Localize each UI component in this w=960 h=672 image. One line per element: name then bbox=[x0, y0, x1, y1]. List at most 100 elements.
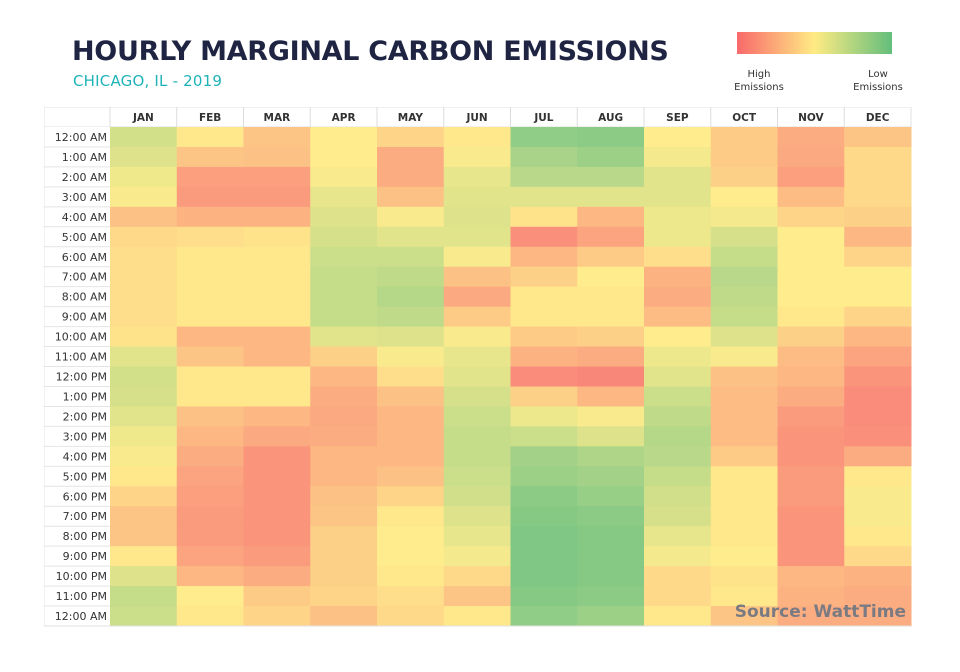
row-label: 6:00 AM bbox=[62, 251, 107, 264]
heatmap-cell-feb-19 bbox=[176, 506, 244, 527]
heatmap-cell-mar-9 bbox=[243, 306, 311, 328]
heatmap-svg: JAN FEB MAR APR MAY JUN JUL AUG SEP OCT NOV DEC 12:0… bbox=[43, 106, 912, 627]
heatmap-cell-nov-7 bbox=[777, 266, 845, 288]
heatmap-cell-may-18 bbox=[377, 486, 445, 507]
row-label: 10:00 PM bbox=[56, 570, 107, 583]
heatmap-cell-mar-7 bbox=[243, 266, 311, 288]
heatmap-cell-jan-11 bbox=[110, 346, 178, 368]
heatmap-cell-dec-21 bbox=[844, 546, 912, 567]
heatmap-cell-sep-24 bbox=[644, 606, 712, 627]
heatmap-cell-dec-1 bbox=[844, 146, 912, 168]
heatmap-cell-dec-12 bbox=[844, 366, 912, 387]
heatmap-cell-jun-7 bbox=[443, 266, 511, 288]
row-label: 12:00 PM bbox=[56, 371, 107, 384]
heatmap-cell-feb-12 bbox=[176, 366, 244, 387]
row-label: 2:00 PM bbox=[63, 410, 107, 423]
heatmap-cell-nov-21 bbox=[777, 546, 845, 567]
heatmap-cell-mar-10 bbox=[243, 326, 311, 348]
heatmap-cell-sep-11 bbox=[644, 346, 712, 368]
heatmap-cell-jan-23 bbox=[110, 586, 178, 607]
heatmap-cell-jul-5 bbox=[510, 226, 578, 248]
heatmap-cell-jul-1 bbox=[510, 146, 578, 168]
heatmap-cell-jul-17 bbox=[510, 466, 578, 487]
heatmap-cell-jul-22 bbox=[510, 566, 578, 587]
heatmap-cell-jun-20 bbox=[443, 526, 511, 547]
row-label: 8:00 PM bbox=[63, 530, 107, 543]
heatmap-cell-jan-6 bbox=[110, 246, 178, 268]
heatmap-cell-may-20 bbox=[377, 526, 445, 547]
heatmap-cell-may-10 bbox=[377, 326, 445, 348]
heatmap-cell-oct-6 bbox=[710, 246, 778, 268]
heatmap: JAN FEB MAR APR MAY JUN JUL AUG SEP OCT NOV DEC 12:0… bbox=[43, 106, 914, 634]
heatmap-cell-aug-18 bbox=[577, 486, 645, 507]
heatmap-cell-oct-10 bbox=[710, 326, 778, 348]
heatmap-cell-oct-23 bbox=[710, 586, 778, 607]
column-label-jun: JUN bbox=[466, 112, 488, 124]
heatmap-cell-apr-10 bbox=[310, 326, 378, 348]
heatmap-cell-oct-8 bbox=[710, 286, 778, 308]
heatmap-cell-sep-8 bbox=[644, 286, 712, 308]
row-label: 5:00 AM bbox=[62, 231, 107, 244]
heatmap-cell-may-13 bbox=[377, 386, 445, 407]
heatmap-cell-apr-5 bbox=[310, 226, 378, 248]
heatmap-cell-mar-4 bbox=[243, 206, 311, 228]
heatmap-cell-nov-2 bbox=[777, 166, 845, 188]
heatmap-cell-jul-24 bbox=[510, 606, 578, 627]
heatmap-cell-jun-16 bbox=[443, 446, 511, 467]
heatmap-cell-mar-21 bbox=[243, 546, 311, 567]
heatmap-cell-jun-21 bbox=[443, 546, 511, 567]
heatmap-cell-nov-9 bbox=[777, 306, 845, 328]
row-label: 1:00 PM bbox=[63, 390, 107, 403]
heatmap-cell-feb-14 bbox=[176, 406, 244, 427]
heatmap-cell-aug-17 bbox=[577, 466, 645, 487]
heatmap-cell-aug-7 bbox=[577, 266, 645, 288]
heatmap-cell-jan-8 bbox=[110, 286, 178, 308]
heatmap-cell-feb-15 bbox=[176, 426, 244, 447]
heatmap-cell-jul-3 bbox=[510, 186, 578, 208]
heatmap-cell-sep-18 bbox=[644, 486, 712, 507]
heatmap-cell-may-12 bbox=[377, 366, 445, 387]
row-label: 4:00 AM bbox=[62, 211, 107, 224]
heatmap-cell-jun-9 bbox=[443, 306, 511, 328]
heatmap-cell-may-3 bbox=[377, 186, 445, 208]
row-label: 2:00 AM bbox=[62, 171, 107, 184]
heatmap-cell-dec-18 bbox=[844, 486, 912, 507]
column-label-nov: NOV bbox=[798, 112, 824, 124]
heatmap-cell-mar-8 bbox=[243, 286, 311, 308]
heatmap-cell-oct-18 bbox=[710, 486, 778, 507]
heatmap-cell-may-21 bbox=[377, 546, 445, 567]
heatmap-cell-jan-17 bbox=[110, 466, 178, 487]
heatmap-cell-nov-19 bbox=[777, 506, 845, 527]
heatmap-cell-dec-13 bbox=[844, 386, 912, 407]
heatmap-cell-feb-23 bbox=[176, 586, 244, 607]
heatmap-cell-dec-8 bbox=[844, 286, 912, 308]
heatmap-cell-jul-0 bbox=[510, 127, 578, 148]
heatmap-cell-nov-16 bbox=[777, 446, 845, 467]
heatmap-cell-may-15 bbox=[377, 426, 445, 447]
heatmap-cell-may-23 bbox=[377, 586, 445, 607]
heatmap-cell-aug-21 bbox=[577, 546, 645, 567]
heatmap-cell-jan-4 bbox=[110, 206, 178, 228]
heatmap-cell-aug-6 bbox=[577, 246, 645, 268]
heatmap-cell-dec-14 bbox=[844, 406, 912, 427]
heatmap-cell-may-7 bbox=[377, 266, 445, 288]
row-label: 8:00 AM bbox=[62, 291, 107, 304]
heatmap-cell-jul-8 bbox=[510, 286, 578, 308]
heatmap-cell-jan-22 bbox=[110, 566, 178, 587]
heatmap-cell-nov-24 bbox=[777, 606, 845, 627]
heatmap-cell-jun-6 bbox=[443, 246, 511, 268]
heatmap-cell-feb-24 bbox=[176, 606, 244, 627]
heatmap-cell-sep-15 bbox=[644, 426, 712, 447]
heatmap-cell-apr-17 bbox=[310, 466, 378, 487]
heatmap-cell-sep-3 bbox=[644, 186, 712, 208]
column-label-oct: OCT bbox=[732, 112, 757, 124]
heatmap-cell-jun-15 bbox=[443, 426, 511, 447]
heatmap-cell-mar-2 bbox=[243, 166, 311, 188]
heatmap-cell-oct-16 bbox=[710, 446, 778, 467]
heatmap-cell-oct-2 bbox=[710, 166, 778, 188]
heatmap-cell-apr-2 bbox=[310, 166, 378, 188]
heatmap-cell-jul-9 bbox=[510, 306, 578, 328]
heatmap-cell-may-4 bbox=[377, 206, 445, 228]
heatmap-cell-oct-7 bbox=[710, 266, 778, 288]
heatmap-cell-apr-22 bbox=[310, 566, 378, 587]
